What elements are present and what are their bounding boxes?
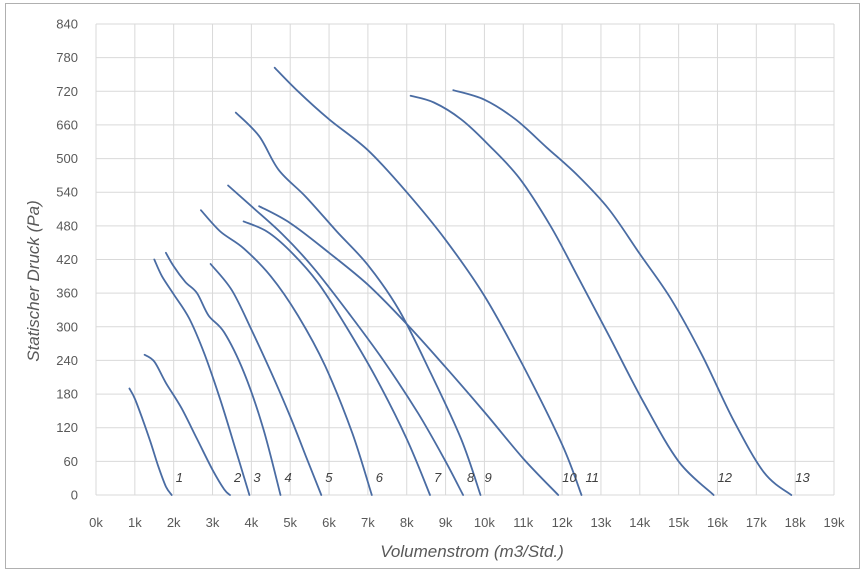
y-tick-label: 720 [56,84,78,99]
curve-9 [234,111,482,496]
curve-10 [258,205,560,496]
y-tick-label: 60 [64,454,78,469]
curve-label-13: 13 [795,470,810,485]
y-tick-label: 780 [56,50,78,65]
curve-label-8: 8 [467,470,475,485]
x-tick-label: 18k [785,515,806,530]
y-tick-label: 300 [56,319,78,334]
curve-label-9: 9 [485,470,492,485]
x-axis-title: Volumenstrom (m3/Std.) [380,542,564,561]
grid [95,23,835,496]
x-tick-label: 8k [400,515,414,530]
curve-label-10: 10 [562,470,577,485]
y-tick-label: 0 [71,488,78,503]
curve-8 [227,184,464,496]
x-tick-label: 2k [167,515,181,530]
x-axis-ticks: 0k 1k 2k 3k 4k 5k 6k 7k 8k 9k 10k 11k 12k 13k 14k 15k 16… [89,515,845,530]
y-tick-label: 240 [56,353,78,368]
x-tick-label: 13k [590,515,611,530]
curve-11 [273,66,583,496]
curve-label-2: 2 [233,470,242,485]
curve-label-7: 7 [434,470,442,485]
curve-1 [128,387,173,496]
curve-12 [409,94,715,496]
curve-3 [153,258,251,496]
y-axis-ticks: 0 60 120 180 240 300 360 420 480 540 500 660 720 780 8… [56,17,78,503]
curve-label-6: 6 [376,470,384,485]
y-tick-label: 420 [56,252,78,267]
y-tick-label: 180 [56,387,78,402]
y-tick-label: 360 [56,286,78,301]
x-tick-label: 10k [474,515,495,530]
curve-label-4: 4 [285,470,292,485]
x-tick-label: 1k [128,515,142,530]
curve-5 [209,263,323,496]
curve-label-5: 5 [325,470,333,485]
curve-labels: 1 2 3 4 5 6 7 8 9 10 11 12 13 [176,470,811,485]
curve-7 [242,220,431,496]
y-tick-label: 120 [56,420,78,435]
curve-6 [200,209,373,496]
curve-4 [165,251,282,496]
x-tick-label: 14k [629,515,650,530]
x-tick-label: 5k [283,515,297,530]
curve-label-12: 12 [718,470,733,485]
curve-label-1: 1 [176,470,183,485]
x-tick-label: 9k [439,515,453,530]
x-tick-label: 17k [746,515,767,530]
x-tick-label: 3k [206,515,220,530]
y-tick-label: 660 [56,117,78,132]
x-tick-label: 15k [668,515,689,530]
x-tick-label: 4k [245,515,259,530]
x-tick-label: 6k [322,515,336,530]
x-tick-label: 12k [552,515,573,530]
x-tick-label: 16k [707,515,728,530]
curve-label-11: 11 [586,470,600,485]
curve-label-3: 3 [253,470,261,485]
curve-2 [143,353,231,496]
curves [128,66,793,496]
x-tick-label: 0k [89,515,103,530]
x-tick-label: 7k [361,515,375,530]
y-tick-label: 840 [56,17,78,32]
y-tick-label: 500 [56,151,78,166]
y-tick-label: 540 [56,185,78,200]
x-tick-label: 11k [513,515,533,530]
y-tick-label: 480 [56,218,78,233]
y-axis-title: Statischer Druck (Pa) [24,200,43,362]
x-tick-label: 19k [824,515,845,530]
curve-13 [452,89,793,496]
